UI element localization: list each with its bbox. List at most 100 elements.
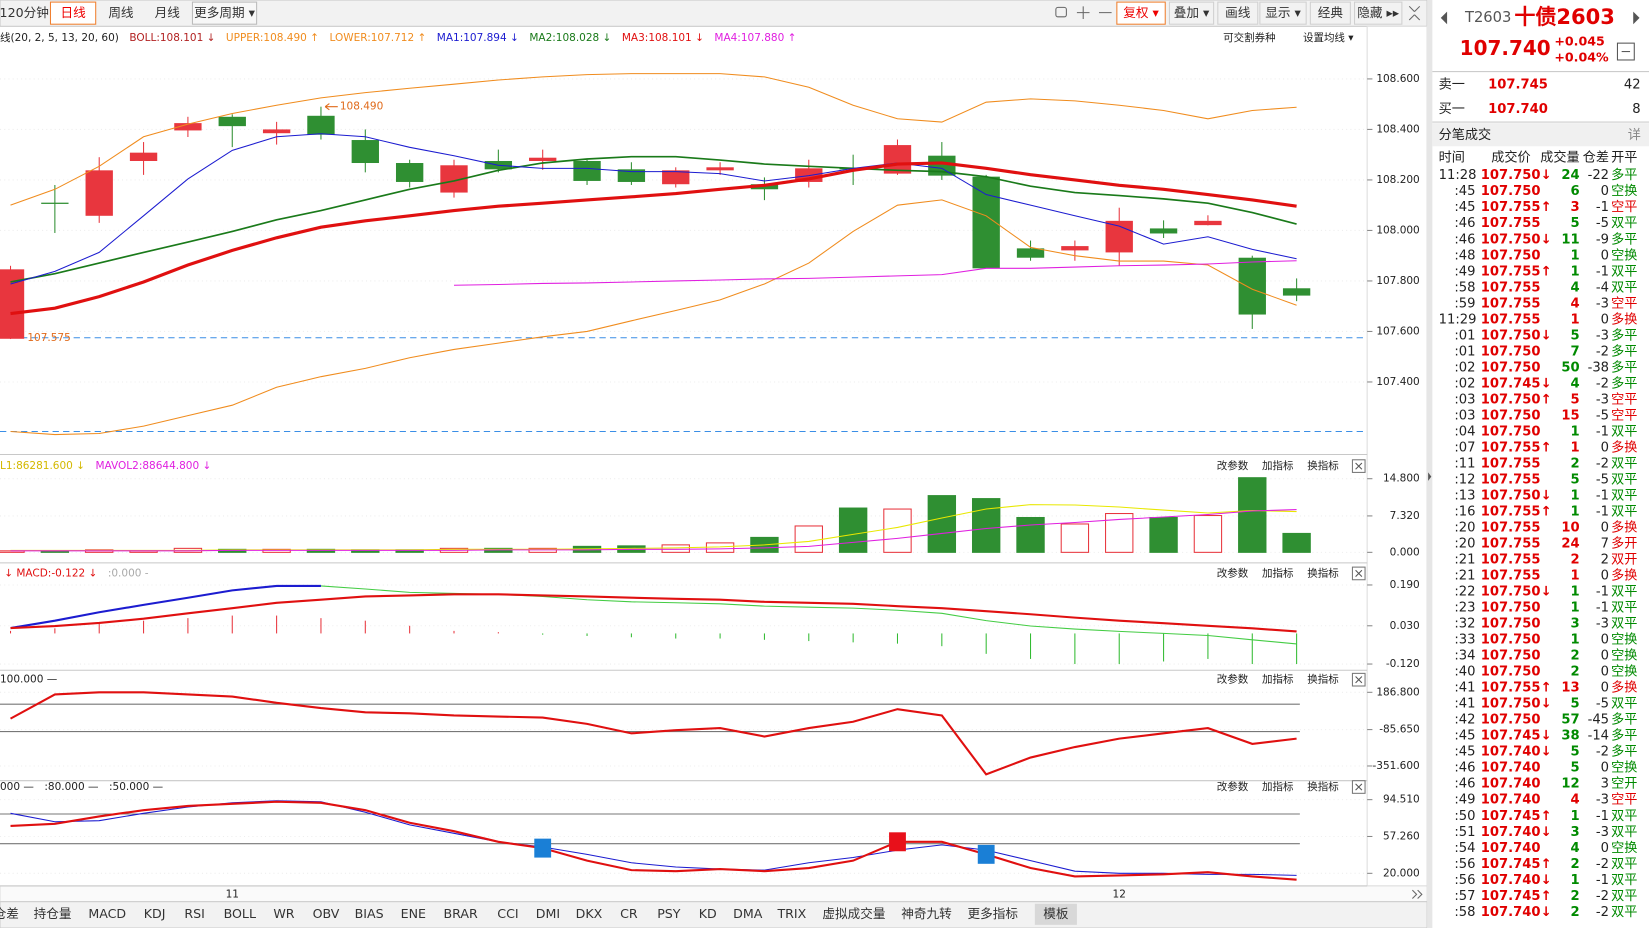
indicator-tab[interactable]: BIAS <box>355 906 384 921</box>
indicator-tab[interactable]: CCI <box>497 906 518 921</box>
trade-time: :42 <box>1454 713 1475 728</box>
tool-label[interactable]: 隐藏 ▸▸ <box>1357 5 1400 20</box>
prev-arrow[interactable] <box>1440 11 1448 25</box>
trade-price: 107.740↓ <box>1481 825 1552 840</box>
panel-button[interactable]: 加指标 <box>1262 780 1294 793</box>
period-label[interactable]: 周线 <box>108 5 134 20</box>
trade-type: 双平 <box>1611 697 1637 712</box>
tool-button[interactable] <box>1168 1 1215 25</box>
trade-volume: 1 <box>1570 440 1579 455</box>
trade-price: 107.750 <box>1481 248 1541 263</box>
indicator-tab[interactable]: 仓差 <box>0 906 19 921</box>
indicator-tab[interactable]: 神奇九转 <box>901 906 952 921</box>
panel-button[interactable]: 改参数 <box>1217 459 1249 472</box>
trades-detail[interactable]: 详 <box>1628 127 1641 143</box>
indicator-legend: MA3:108.101 ↓ <box>622 32 704 44</box>
trade-volume: 38 <box>1561 729 1579 744</box>
indicator-tab[interactable]: MACD <box>88 906 126 921</box>
indicator-tab[interactable]: ENE <box>401 906 426 921</box>
indicator-tab[interactable]: 虚拟成交量 <box>822 906 885 921</box>
trade-oi-change: 0 <box>1601 248 1609 263</box>
close-icon[interactable] <box>1355 676 1363 684</box>
period-label[interactable]: 更多周期 ▾ <box>194 5 255 20</box>
indicator-tab[interactable]: DMA <box>733 906 763 921</box>
trade-time: :21 <box>1454 553 1475 568</box>
tool-button[interactable] <box>1259 1 1307 25</box>
period-label[interactable]: 120分钟 <box>0 5 49 20</box>
indicator-tab[interactable]: KDJ <box>144 906 166 921</box>
indicator-tab[interactable]: DMI <box>536 906 560 921</box>
indicator-tab[interactable]: KD <box>699 906 717 921</box>
panel-button[interactable]: 换指标 <box>1307 673 1339 686</box>
period-button[interactable] <box>49 1 97 25</box>
indicator-tab[interactable]: 更多指标 <box>968 906 1019 921</box>
splitter-arrow[interactable] <box>1428 472 1432 481</box>
trade-time: :32 <box>1454 617 1475 632</box>
trade-time: :23 <box>1454 601 1475 616</box>
active-tab[interactable] <box>1034 903 1077 925</box>
period-label[interactable]: 月线 <box>155 5 181 20</box>
trade-volume: 4 <box>1570 296 1579 311</box>
indicator-tab[interactable]: 模板 <box>1043 906 1069 921</box>
close-icon[interactable] <box>1355 462 1363 470</box>
trade-oi-change: 0 <box>1601 649 1609 664</box>
tool-button[interactable] <box>1116 1 1166 25</box>
panel-button[interactable]: 改参数 <box>1217 780 1249 793</box>
period-button[interactable] <box>191 1 258 25</box>
zoom-icons[interactable] <box>1076 6 1112 19</box>
next-arrow[interactable] <box>1633 11 1640 25</box>
indicator-tab[interactable]: BOLL <box>224 906 256 921</box>
trade-type: 多开 <box>1611 535 1637 552</box>
trade-time: :50 <box>1454 809 1475 824</box>
indicator-tab[interactable]: OBV <box>313 906 340 921</box>
indicator-tab[interactable]: WR <box>273 906 294 921</box>
tool-label[interactable]: 显示 ▾ <box>1265 5 1301 20</box>
tool-label[interactable]: 叠加 ▾ <box>1174 5 1210 20</box>
close-icon[interactable] <box>1355 569 1363 577</box>
indicator-tab[interactable]: DKX <box>576 906 603 921</box>
trade-type: 多平 <box>1611 230 1637 247</box>
panel-button[interactable]: 换指标 <box>1307 459 1339 472</box>
trade-oi-change: 3 <box>1601 777 1609 792</box>
indicator-tab[interactable]: 持仓量 <box>34 906 72 921</box>
trade-oi-change: -2 <box>1596 857 1609 872</box>
lock-icon[interactable] <box>1055 6 1067 18</box>
tool-label[interactable]: 画线 <box>1225 5 1251 20</box>
candle-body <box>617 169 646 182</box>
column-header: 成交价 <box>1491 148 1530 165</box>
panel-button[interactable]: 改参数 <box>1217 673 1249 686</box>
fullscreen-icon[interactable] <box>1408 5 1421 21</box>
panel-button[interactable]: 加指标 <box>1262 673 1294 686</box>
trade-type: 双平 <box>1611 424 1637 439</box>
main-button[interactable]: 可交割券种 <box>1223 31 1275 44</box>
panel-button[interactable]: 换指标 <box>1307 780 1339 793</box>
volume-bar <box>1016 516 1045 553</box>
panel-button[interactable]: 加指标 <box>1262 459 1294 472</box>
indicator-tab[interactable]: BRAR <box>443 906 478 921</box>
indicator-tab[interactable]: RSI <box>184 906 204 921</box>
scroll-right[interactable] <box>1412 889 1423 899</box>
trade-volume: 15 <box>1561 408 1579 423</box>
panel-button[interactable]: 改参数 <box>1217 566 1249 579</box>
tool-button[interactable] <box>1309 1 1351 25</box>
candle-body <box>573 160 601 181</box>
y-tick-label: 108.400 <box>1376 123 1419 135</box>
trade-time: :46 <box>1454 777 1475 792</box>
tool-button[interactable] <box>1354 1 1403 25</box>
trade-volume: 2 <box>1570 905 1579 920</box>
tool-label[interactable]: 复权 ▾ <box>1123 5 1159 20</box>
period-label[interactable]: 日线 <box>60 5 86 20</box>
panel-button[interactable]: 加指标 <box>1262 566 1294 579</box>
close-icon[interactable] <box>1355 783 1363 791</box>
splitter[interactable] <box>1427 0 1433 928</box>
trade-oi-change: -3 <box>1596 793 1609 808</box>
indicator-tab[interactable]: PSY <box>657 906 681 921</box>
main-button[interactable]: 设置均线 ▾ <box>1303 31 1354 44</box>
tool-button[interactable] <box>1217 1 1259 25</box>
tool-label[interactable]: 经典 <box>1318 5 1344 20</box>
trade-price: 107.755 <box>1481 569 1541 584</box>
panel-button[interactable]: 换指标 <box>1307 566 1339 579</box>
indicator-tab[interactable]: TRIX <box>776 906 806 921</box>
indicator-tab[interactable]: CR <box>620 906 638 921</box>
minimize-box[interactable] <box>1616 42 1635 61</box>
